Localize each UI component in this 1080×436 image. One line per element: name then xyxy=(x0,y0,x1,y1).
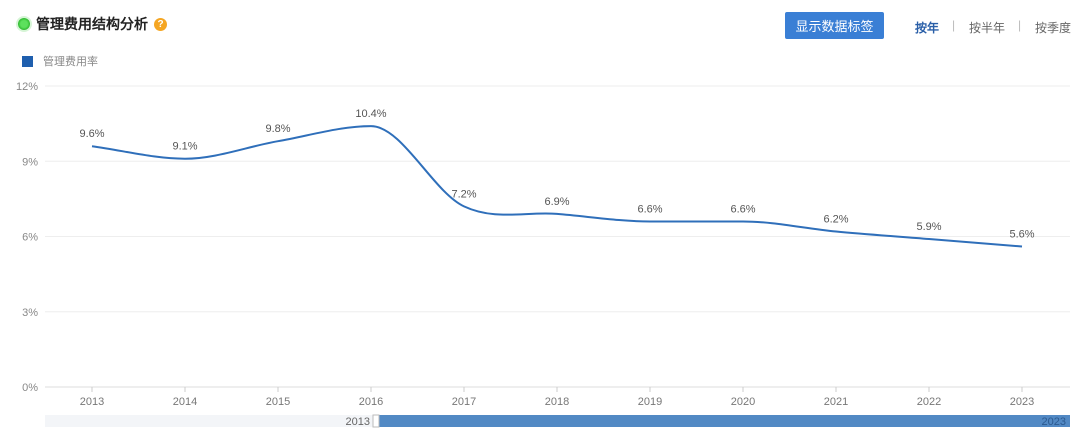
status-dot-icon xyxy=(18,18,30,30)
data-label: 6.6% xyxy=(637,203,662,215)
separator: | xyxy=(952,18,956,32)
data-label: 9.8% xyxy=(265,123,290,135)
x-tick-label: 2018 xyxy=(545,396,569,408)
data-label: 5.9% xyxy=(916,221,941,233)
range-slider-selection[interactable] xyxy=(379,415,1070,427)
y-tick-label: 9% xyxy=(22,156,38,168)
legend-swatch xyxy=(22,55,33,67)
x-tick-label: 2019 xyxy=(638,396,662,408)
separator: | xyxy=(1018,18,1022,32)
x-tick-label: 2022 xyxy=(917,396,941,408)
data-label: 5.6% xyxy=(1009,229,1034,241)
y-tick-label: 6% xyxy=(22,232,38,244)
x-tick-label: 2015 xyxy=(266,396,290,408)
legend-item[interactable]: 管理费用率 xyxy=(22,53,98,69)
data-label: 6.9% xyxy=(544,196,569,208)
x-tick-label: 2017 xyxy=(452,396,476,408)
x-tick-label: 2013 xyxy=(80,396,104,408)
data-label: 7.2% xyxy=(451,188,476,200)
y-tick-label: 12% xyxy=(16,81,38,93)
period-quarter[interactable]: 按季度 xyxy=(1035,21,1072,35)
data-label: 9.1% xyxy=(172,141,197,153)
y-tick-label: 0% xyxy=(22,382,38,394)
data-label: 10.4% xyxy=(355,108,386,120)
show-data-labels-button[interactable]: 显示数据标签 xyxy=(785,12,884,39)
period-year[interactable]: 按年 xyxy=(915,21,940,35)
x-tick-label: 2023 xyxy=(1010,396,1034,408)
help-icon[interactable]: ? xyxy=(154,17,167,31)
series-line xyxy=(91,125,1023,248)
chart-title: 管理费用结构分析 ? xyxy=(18,14,167,34)
range-start-label: 2013 xyxy=(346,416,370,428)
x-tick-label: 2014 xyxy=(173,396,197,408)
title-text: 管理费用结构分析 xyxy=(36,16,148,32)
data-label: 9.6% xyxy=(79,128,104,140)
data-label: 6.2% xyxy=(823,213,848,225)
period-half-year[interactable]: 按半年 xyxy=(969,21,1006,35)
y-tick-label: 3% xyxy=(22,307,38,319)
legend-label: 管理费用率 xyxy=(43,56,98,68)
x-tick-label: 2021 xyxy=(824,396,848,408)
data-label: 6.6% xyxy=(730,203,755,215)
range-end-label: 2023 xyxy=(1042,416,1066,428)
range-slider-handle-start[interactable] xyxy=(372,414,380,428)
x-tick-label: 2016 xyxy=(359,396,383,408)
x-tick-label: 2020 xyxy=(731,396,755,408)
